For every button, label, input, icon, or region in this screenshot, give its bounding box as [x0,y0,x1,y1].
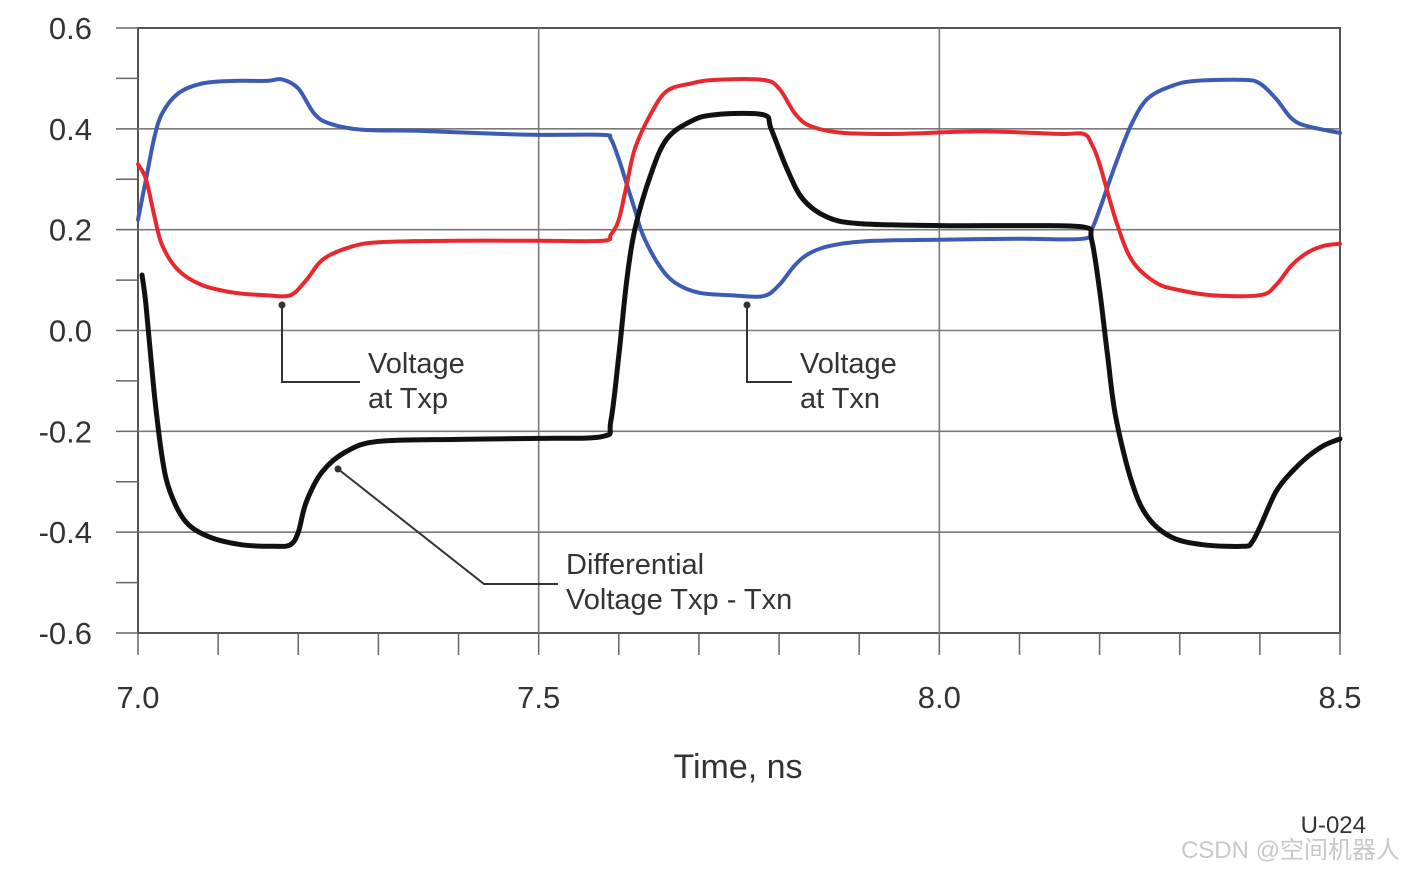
grid [138,28,1340,633]
annotation-txp-text: at Txp [368,383,448,415]
x-tick-label: 7.0 [116,680,159,715]
annotation-txp-text: Voltage [368,348,465,380]
series-line-differential [139,110,1343,549]
minor-ticks [116,27,1341,655]
y-tick-labels: -0.6 -0.4 -0.2 0.0 0.2 0.4 0.6 [39,11,92,651]
y-tick-label: -0.4 [39,515,92,550]
annotation-txn-text: at Txn [800,383,880,415]
watermark: CSDN @空间机器人 [1181,837,1400,864]
annotation-differential-dot [334,465,342,473]
x-tick-label: 8.5 [1318,680,1361,715]
series-line-txp [136,77,1342,299]
annotation-txn-dot [743,301,751,309]
y-tick-label: -0.6 [39,616,92,651]
y-tick-label: 0.6 [49,11,92,46]
x-axis-label: Time, ns [673,748,802,786]
annotation-txp-leader [281,305,360,383]
x-tick-labels: 7.0 7.5 8.0 8.5 [116,680,1361,715]
y-tick-label: 0.4 [49,112,92,147]
y-tick-label: 0.0 [49,314,92,349]
annotation-txn-leader [746,305,792,383]
annotation-txn-text: Voltage [800,348,897,380]
annotation-differential-text: Differential [566,549,704,581]
annotation-leaders [278,301,792,585]
annotation-differential-leader [337,468,558,585]
annotation-differential-text: Voltage Txp - Txn [566,584,792,616]
x-tick-label: 8.0 [918,680,961,715]
x-tick-label: 7.5 [517,680,560,715]
figure-id: U-024 [1301,812,1366,839]
annotation-txp-dot [278,301,286,309]
series-lines [136,77,1343,549]
y-tick-label: 0.2 [49,213,92,248]
y-tick-label: -0.2 [39,414,92,449]
series-line-txn [136,77,1342,299]
